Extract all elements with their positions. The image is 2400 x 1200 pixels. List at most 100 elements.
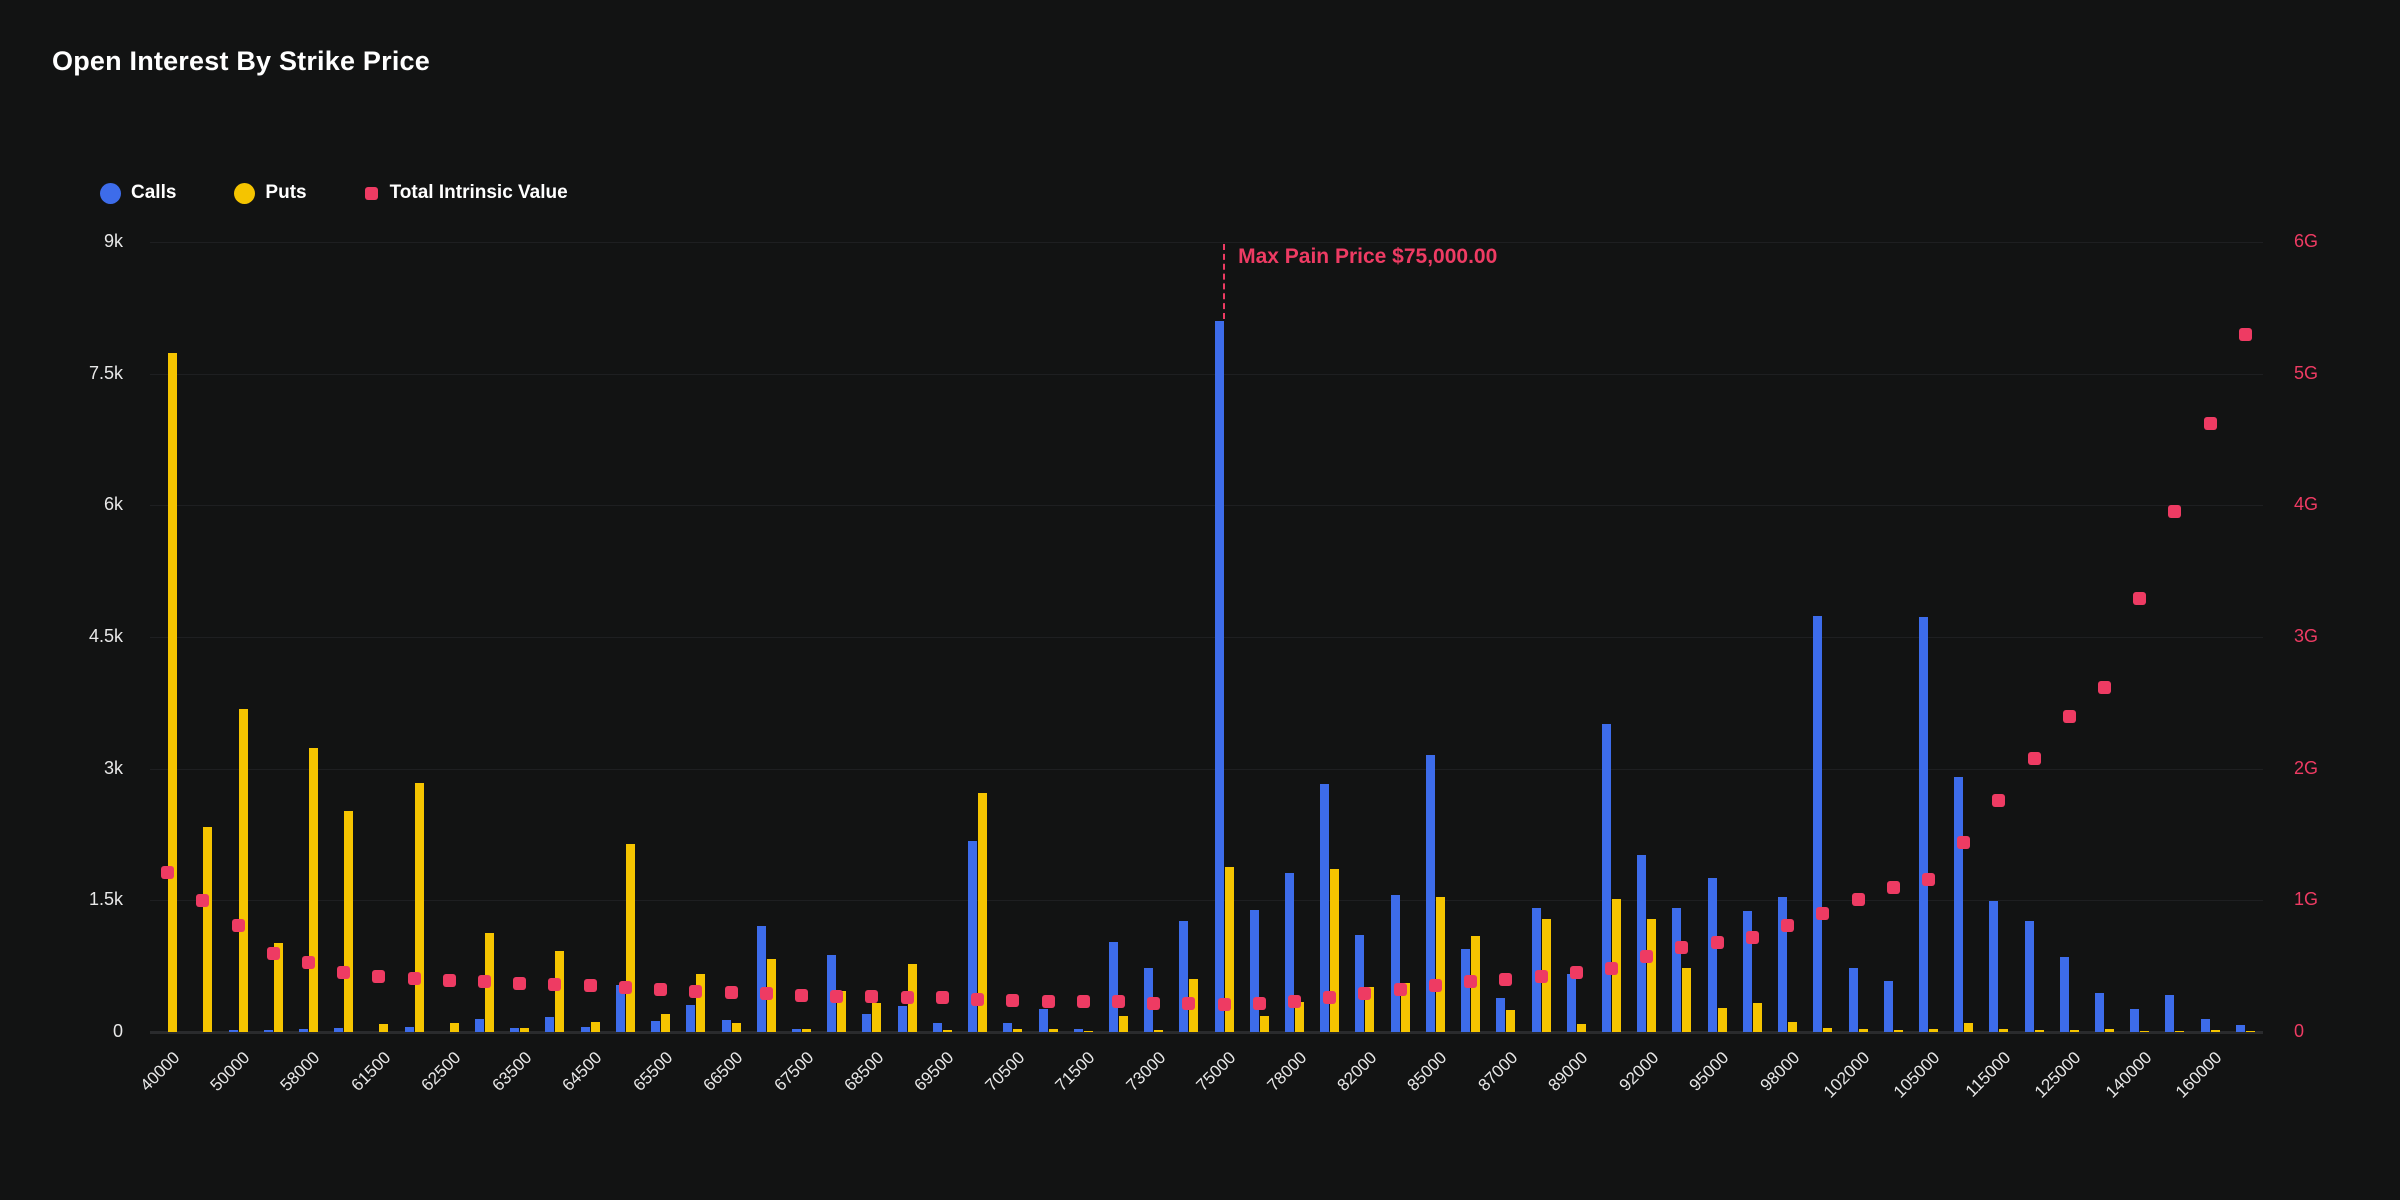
legend-item-intrinsic[interactable]: Total Intrinsic Value [364,182,568,204]
puts-bar[interactable] [1999,1029,2009,1032]
intrinsic-value-dot[interactable] [1710,935,1724,949]
calls-bar[interactable] [1742,910,1752,1032]
intrinsic-value-dot[interactable] [1992,793,2006,807]
calls-bar[interactable] [545,1017,555,1032]
calls-bar[interactable] [2130,1009,2140,1032]
puts-bar[interactable] [238,708,248,1032]
puts-bar[interactable] [696,974,706,1032]
puts-bar[interactable] [1330,868,1340,1032]
calls-bar[interactable] [1672,908,1682,1032]
calls-bar[interactable] [1038,1009,1048,1032]
calls-bar[interactable] [1003,1023,1013,1032]
puts-bar[interactable] [731,1023,741,1032]
puts-bar[interactable] [1717,1008,1727,1032]
calls-bar[interactable] [1390,895,1400,1032]
intrinsic-value-dot[interactable] [1076,995,1090,1009]
calls-bar[interactable] [2200,1018,2210,1032]
calls-bar[interactable] [1073,1029,1083,1032]
puts-bar[interactable] [1647,918,1657,1032]
calls-bar[interactable] [1496,997,1506,1032]
intrinsic-value-dot[interactable] [1252,996,1266,1010]
intrinsic-value-dot[interactable] [583,979,597,993]
calls-bar[interactable] [897,1005,907,1032]
calls-bar[interactable] [263,1030,273,1032]
calls-bar[interactable] [1954,776,1964,1032]
puts-bar[interactable] [2245,1031,2255,1032]
calls-bar[interactable] [2059,957,2069,1032]
puts-bar[interactable] [555,951,565,1032]
intrinsic-value-dot[interactable] [1675,941,1689,955]
calls-bar[interactable] [1320,784,1330,1032]
puts-bar[interactable] [344,810,354,1032]
intrinsic-value-dot[interactable] [513,976,527,990]
intrinsic-value-dot[interactable] [654,983,668,997]
puts-bar[interactable] [1083,1031,1093,1032]
calls-bar[interactable] [1355,934,1365,1032]
puts-bar[interactable] [661,1013,671,1032]
intrinsic-value-dot[interactable] [1640,950,1654,964]
calls-bar[interactable] [1637,854,1647,1032]
calls-bar[interactable] [1566,974,1576,1032]
calls-bar[interactable] [1425,754,1435,1032]
intrinsic-value-dot[interactable] [196,893,210,907]
puts-bar[interactable] [590,1022,600,1032]
calls-bar[interactable] [228,1030,238,1032]
intrinsic-value-dot[interactable] [2133,592,2147,606]
calls-bar[interactable] [1918,616,1928,1032]
calls-bar[interactable] [686,1004,696,1032]
puts-bar[interactable] [1295,1002,1305,1032]
calls-bar[interactable] [2024,920,2034,1032]
puts-bar[interactable] [379,1024,389,1032]
calls-bar[interactable] [1531,908,1541,1032]
intrinsic-value-dot[interactable] [1464,975,1478,989]
puts-bar[interactable] [2034,1030,2044,1032]
puts-bar[interactable] [1013,1029,1023,1032]
puts-bar[interactable] [1893,1030,1903,1032]
puts-bar[interactable] [520,1027,530,1032]
intrinsic-value-dot[interactable] [2238,327,2252,341]
intrinsic-value-dot[interactable] [1851,892,1865,906]
calls-bar[interactable] [756,925,766,1032]
intrinsic-value-dot[interactable] [2027,751,2041,765]
intrinsic-value-dot[interactable] [689,984,703,998]
intrinsic-value-dot[interactable] [2062,709,2076,723]
intrinsic-value-dot[interactable] [759,987,773,1001]
intrinsic-value-dot[interactable] [337,966,351,980]
intrinsic-value-dot[interactable] [1604,962,1618,976]
intrinsic-value-dot[interactable] [1886,880,1900,894]
legend-item-calls[interactable]: Calls [100,182,176,204]
calls-bar[interactable] [1249,910,1259,1032]
puts-bar[interactable] [1224,866,1234,1032]
calls-bar[interactable] [1883,981,1893,1032]
intrinsic-value-dot[interactable] [865,989,879,1003]
intrinsic-value-dot[interactable] [1569,966,1583,980]
puts-bar[interactable] [1400,982,1410,1032]
puts-bar[interactable] [2105,1028,2115,1032]
puts-bar[interactable] [449,1023,459,1032]
calls-bar[interactable] [792,1028,801,1032]
intrinsic-value-dot[interactable] [1217,997,1231,1011]
calls-bar[interactable] [334,1027,344,1032]
calls-bar[interactable] [1848,967,1858,1032]
puts-bar[interactable] [625,844,635,1032]
intrinsic-value-dot[interactable] [2168,505,2182,519]
puts-bar[interactable] [1048,1028,1058,1032]
puts-bar[interactable] [2069,1030,2079,1032]
puts-bar[interactable] [1435,896,1445,1032]
intrinsic-value-dot[interactable] [1745,930,1759,944]
calls-bar[interactable] [968,840,978,1032]
calls-bar[interactable] [475,1018,485,1032]
intrinsic-value-dot[interactable] [407,971,421,985]
calls-bar[interactable] [862,1013,872,1032]
calls-bar[interactable] [580,1026,590,1032]
puts-bar[interactable] [168,353,178,1032]
intrinsic-value-dot[interactable] [1111,995,1125,1009]
intrinsic-value-dot[interactable] [971,992,985,1006]
puts-bar[interactable] [1576,1024,1586,1032]
intrinsic-value-dot[interactable] [724,986,738,999]
calls-bar[interactable] [1179,920,1189,1032]
calls-bar[interactable] [1285,873,1295,1032]
intrinsic-value-dot[interactable] [372,970,386,984]
intrinsic-value-dot[interactable] [301,955,315,969]
calls-bar[interactable] [404,1026,414,1032]
